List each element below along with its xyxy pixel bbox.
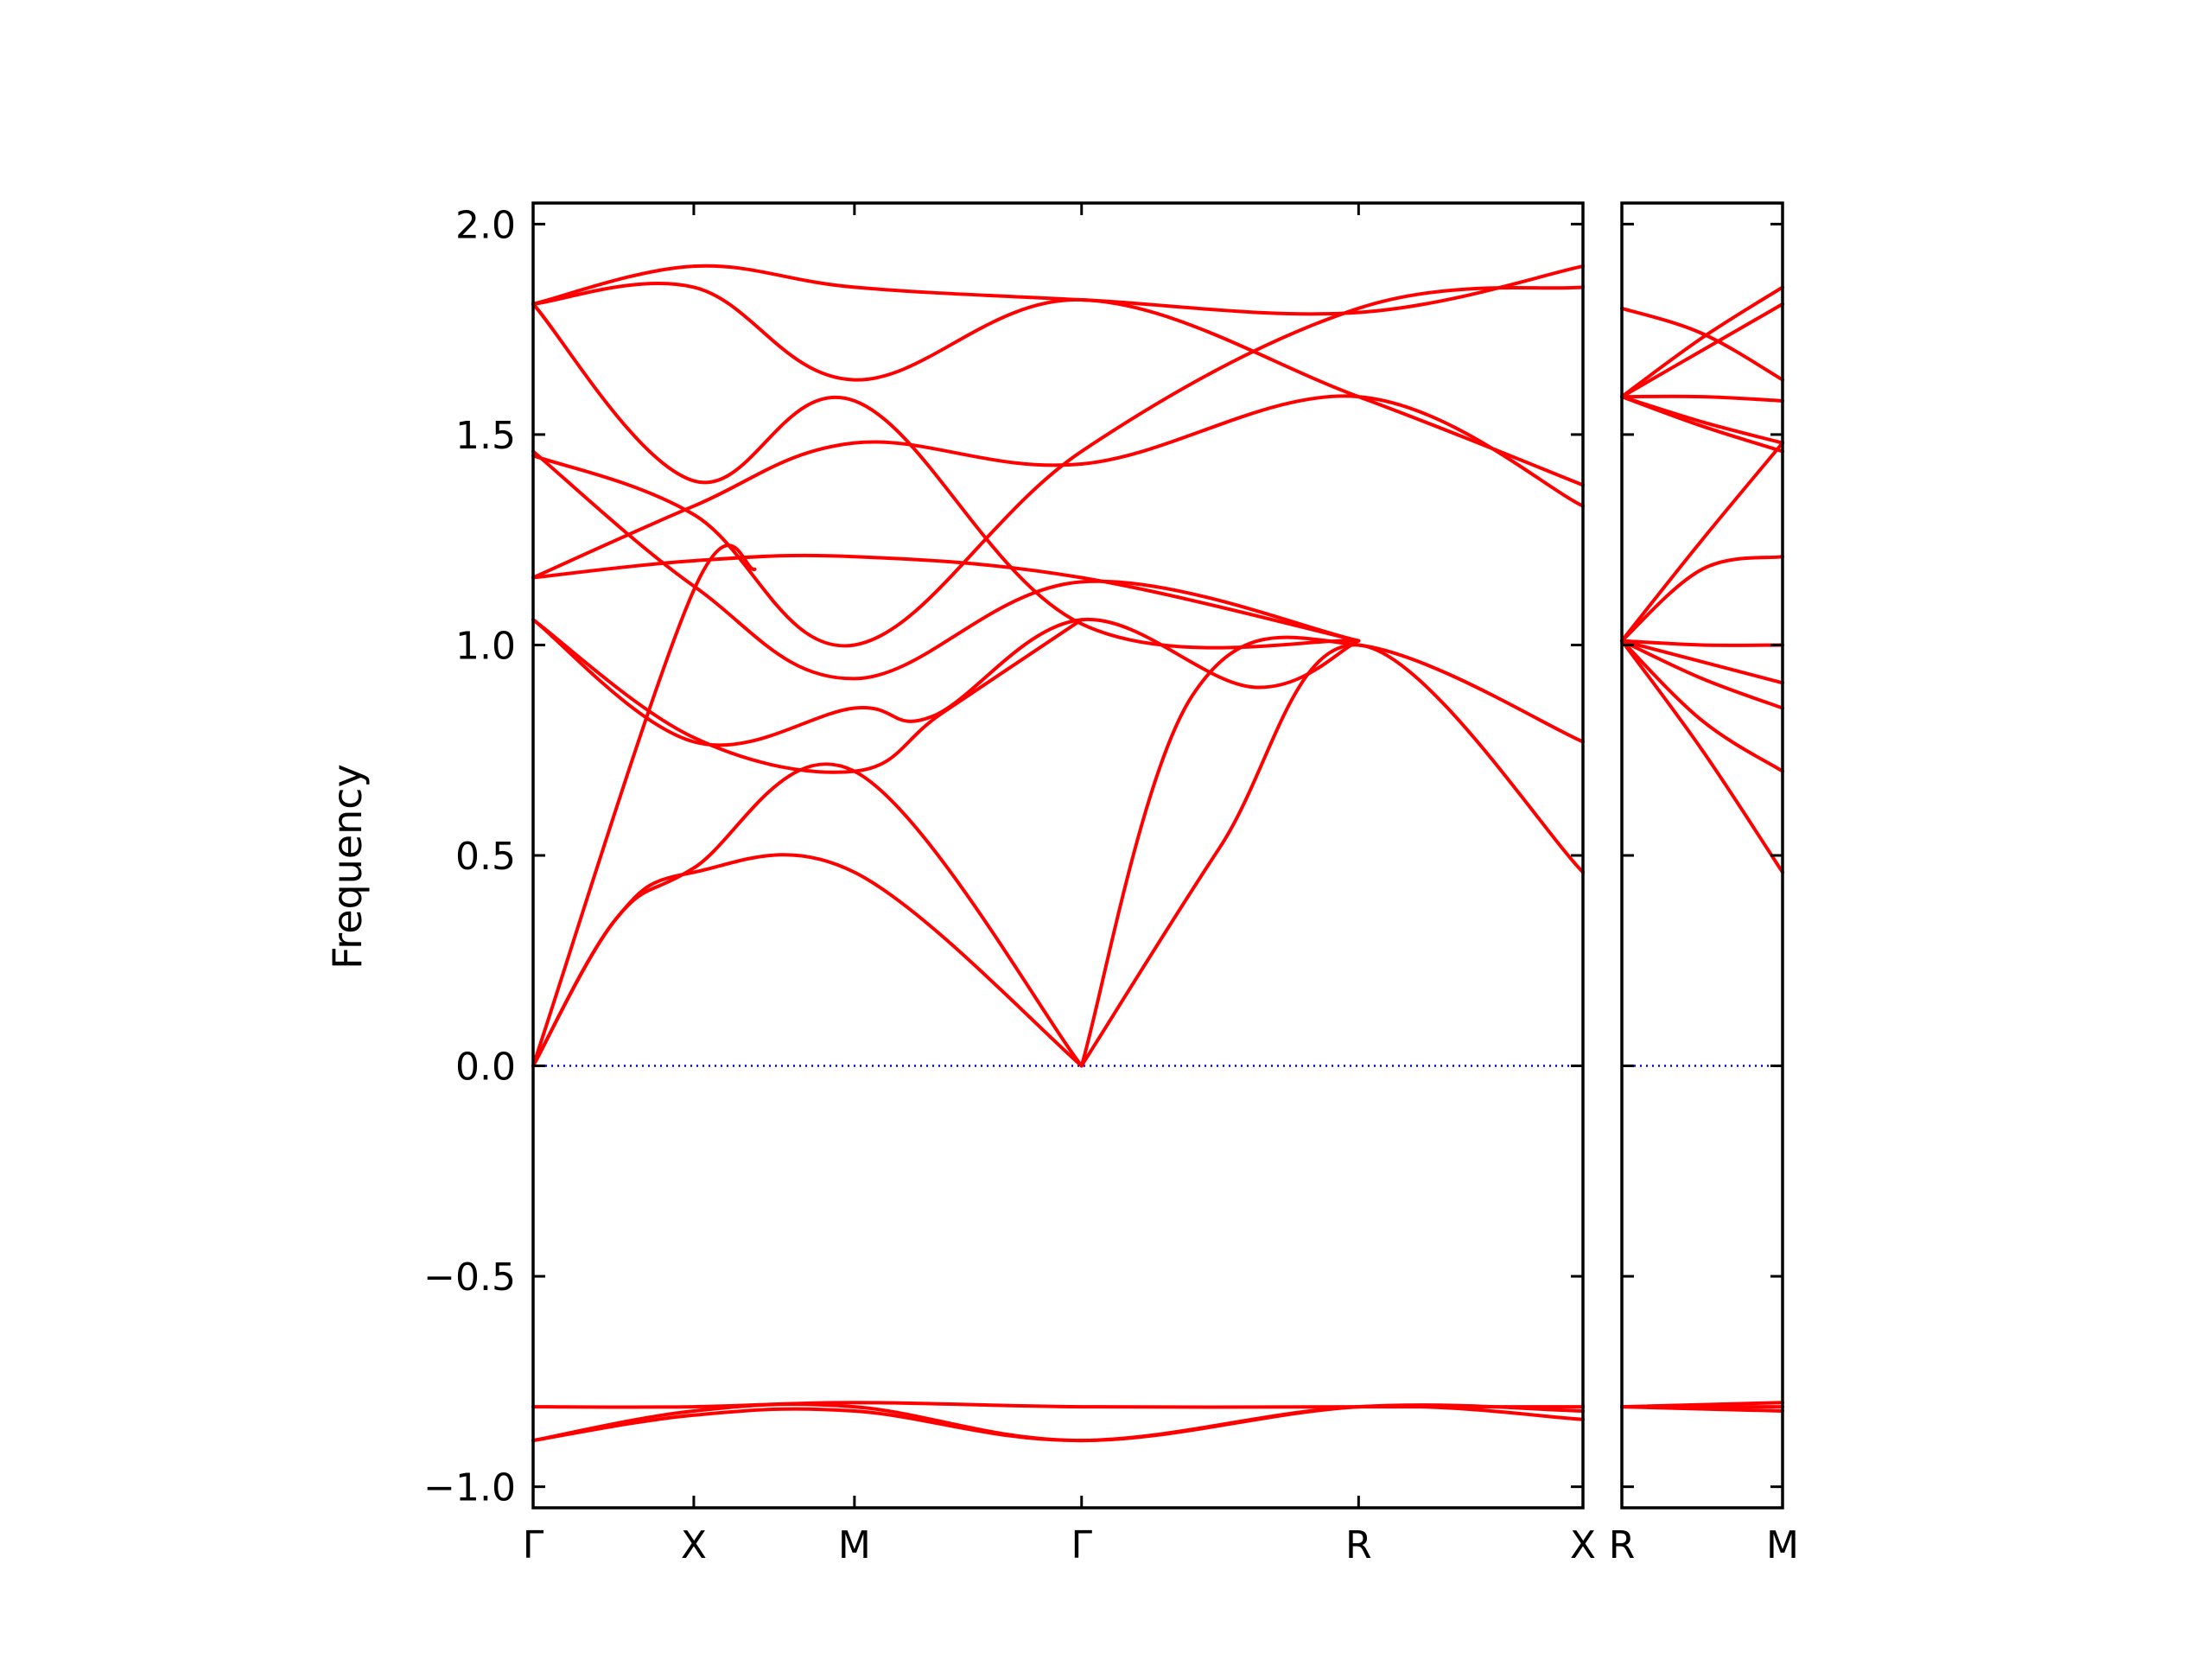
phonon-band-5 (531, 762, 1084, 1068)
y-tick-label: 0.0 (455, 1046, 516, 1090)
phonon-band-3 (1620, 1401, 1784, 1409)
phonon-band-14 (531, 285, 1585, 648)
phonon-band-9 (531, 618, 1361, 747)
x-tick-label: M (1766, 1523, 1799, 1567)
phonon-band-14 (1620, 302, 1784, 399)
phonon-band-6 (531, 543, 757, 1068)
x-tick-label: X (1570, 1523, 1596, 1567)
phonon-band-8 (1620, 639, 1784, 647)
y-tick-label: −1.0 (423, 1466, 516, 1510)
y-tick-label: 1.5 (455, 414, 516, 458)
y-tick-label: 0.5 (455, 835, 516, 879)
phonon-band-13 (1620, 394, 1784, 403)
y-tick-label: 1.0 (455, 624, 516, 668)
phonon-band-17 (531, 302, 1361, 650)
phonon-band-10 (531, 618, 1084, 774)
y-tick-label: 2.0 (455, 203, 516, 247)
phonon-band-16 (531, 264, 1585, 316)
phonon-band-8 (1079, 635, 1585, 1068)
x-tick-label: R (1345, 1523, 1372, 1567)
phonon-band-15 (531, 282, 1585, 487)
phonon-band-16 (1620, 306, 1784, 382)
x-tick-label: R (1609, 1523, 1636, 1567)
phonon-band-12 (531, 394, 1585, 580)
phonon-band-2 (531, 1402, 1585, 1443)
phonon-band-7 (1079, 643, 1585, 1068)
y-tick-label: −0.5 (423, 1255, 516, 1300)
y-axis-label: Frequency (324, 764, 371, 969)
phonon-band-15 (1620, 285, 1784, 399)
phonon-band-7 (1620, 639, 1784, 685)
phonon-band-11 (531, 553, 1361, 643)
phonon-band-9 (1620, 555, 1784, 643)
phonon-band-13 (531, 449, 1361, 681)
x-tick-label: Γ (523, 1523, 544, 1567)
x-tick-label: X (681, 1523, 707, 1567)
panel-main-path: 2.01.51.00.50.0−0.5−1.0Γ X M Γ R X (423, 201, 1596, 1567)
phonon-band-5 (1620, 639, 1784, 773)
x-tick-label: M (838, 1523, 871, 1567)
x-tick-label: Γ (1071, 1523, 1092, 1567)
phonon-band-4 (1620, 639, 1784, 874)
phonon-band-12 (1620, 395, 1784, 445)
phonon-band-4 (531, 853, 1084, 1068)
phonon-band-3 (531, 1401, 1585, 1409)
plot-frame (531, 201, 1585, 1510)
phonon-band-10 (1620, 441, 1784, 643)
phonon-band-6 (1620, 639, 1784, 710)
